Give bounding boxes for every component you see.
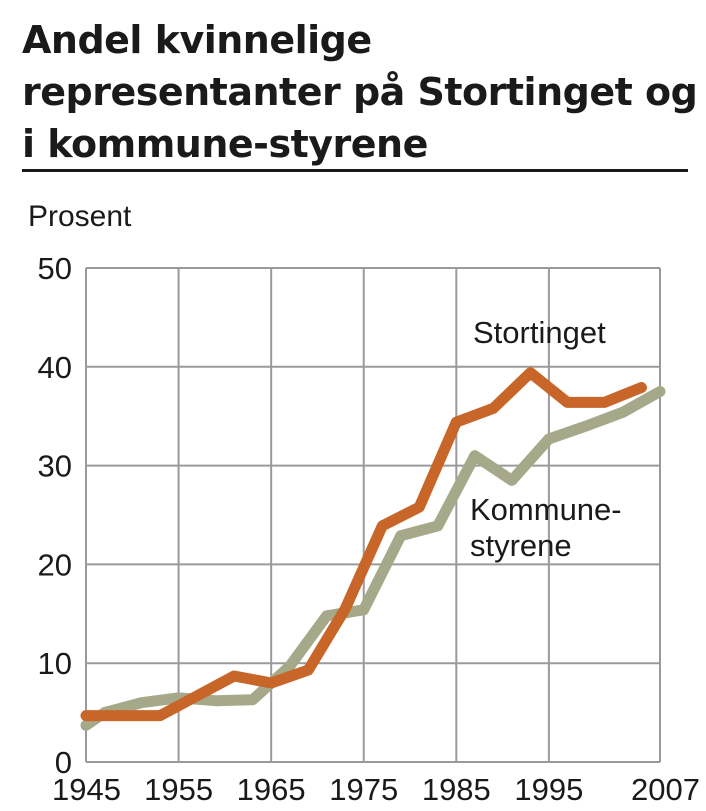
y-tick-label: 30 (38, 449, 72, 484)
x-tick-label: 1985 (422, 772, 491, 807)
series-label-stortinget: Stortinget (473, 315, 606, 350)
x-tick-label: 1975 (329, 772, 398, 807)
y-tick-label: 10 (38, 646, 72, 681)
series-label-kommunestyrene-line2: styrene (470, 528, 572, 563)
y-tick-label: 40 (38, 350, 72, 385)
y-axis-label: Prosent (28, 200, 132, 233)
y-tick-label: 20 (38, 547, 72, 582)
chart-title: Andel kvinnelige representanter på Stort… (22, 18, 698, 166)
series-line-kommunestyrene (80, 386, 666, 731)
x-tick-label: 1955 (144, 772, 213, 807)
x-tick-label: 1995 (514, 772, 583, 807)
series-labels: Stortinget Kommune-styrene (470, 315, 622, 563)
grid-lines (85, 267, 661, 763)
y-axis-ticks: 0 10 20 30 40 50 (38, 251, 72, 780)
x-tick-label: 1945 (52, 772, 121, 807)
series-label-kommunestyrene-line1: Kommune- (470, 492, 622, 527)
y-tick-label: 50 (38, 251, 72, 286)
x-tick-label: 1965 (237, 772, 306, 807)
x-axis-ticks: 1945 1955 1965 1975 1985 1995 2007 (52, 772, 700, 807)
series-lines (80, 367, 666, 731)
x-tick-label: 2007 (631, 772, 700, 807)
series-line-stortinget (80, 367, 647, 722)
y-tick-label: 0 (55, 745, 72, 780)
title-rule (22, 169, 688, 172)
